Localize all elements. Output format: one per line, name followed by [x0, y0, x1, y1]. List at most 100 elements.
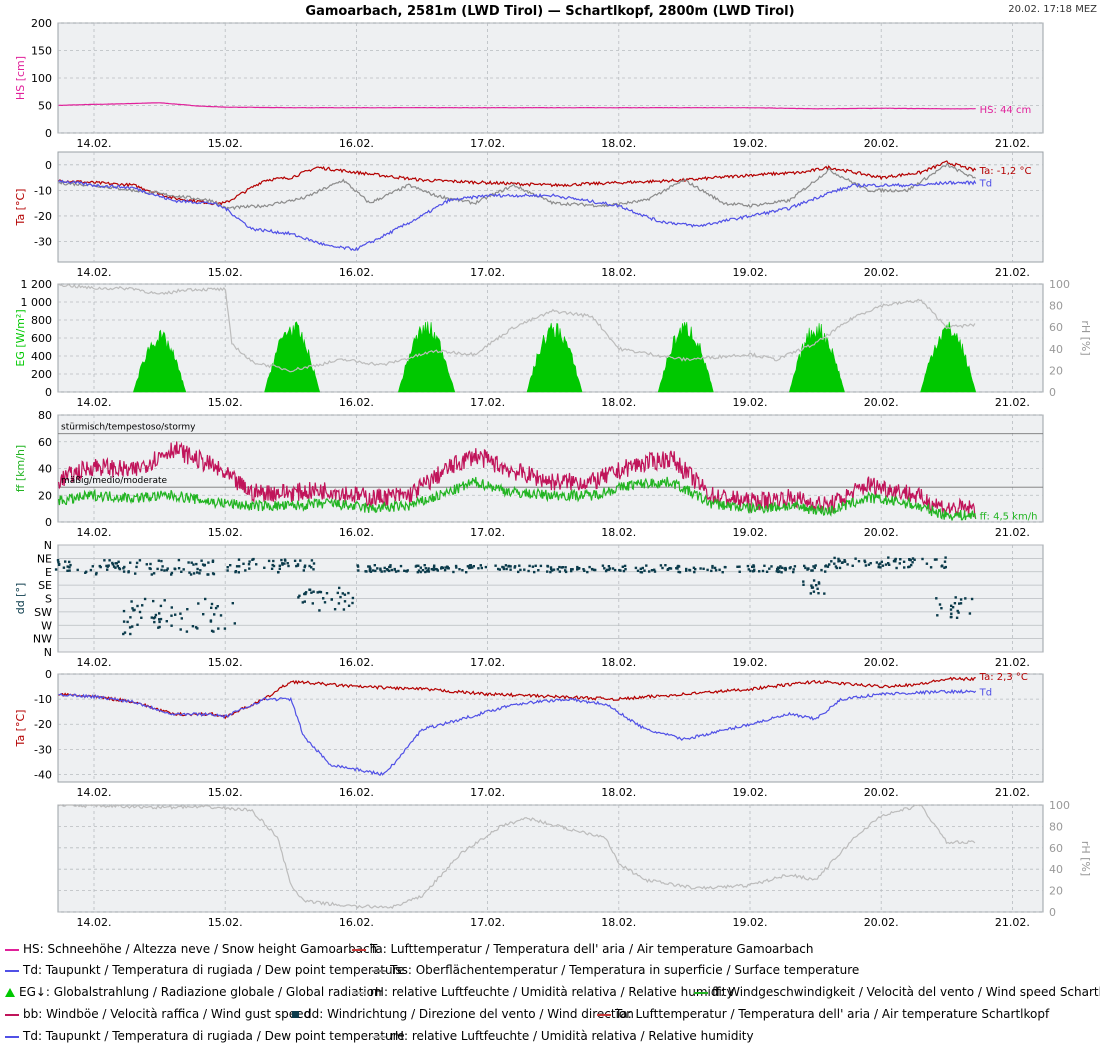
wind-dir-point: [736, 565, 739, 568]
wind-dir-point: [310, 559, 314, 562]
wind-dir-point: [639, 570, 642, 574]
wind-dir-point: [270, 567, 274, 570]
wind-dir-point: [427, 567, 430, 570]
legend-item: bb: Windböe / Velocità raffica / Wind gu…: [5, 1007, 311, 1021]
wind-dir-point: [607, 568, 611, 571]
wind-dir-point: [688, 569, 692, 572]
x-tick-label: 15.02.: [208, 266, 243, 279]
wind-dir-point: [639, 567, 642, 570]
wind-dir-point: [170, 571, 174, 575]
wind-dir-point: [165, 620, 168, 623]
wind-dir-point: [149, 562, 152, 566]
wind-dir-point: [159, 604, 163, 608]
x-tick-label: 18.02.: [601, 916, 636, 929]
y-right-tick-label: 0: [1049, 386, 1056, 399]
legend-line-icon: [352, 948, 366, 951]
wind-dir-point: [895, 566, 898, 570]
wind-dir-point: [549, 566, 553, 569]
wind-dir-point: [440, 567, 443, 570]
wind-dir-point: [235, 565, 239, 568]
chart-canvas: Gamoarbach, 2581m (LWD Tirol) — Schartlk…: [14, 4, 1097, 929]
y-tick-label: -10: [34, 693, 52, 706]
wind-dir-point: [68, 560, 71, 564]
y-tick-label: -20: [34, 210, 52, 223]
wind-dir-point: [108, 559, 111, 562]
wind-dir-point: [150, 616, 153, 619]
wind-dir-point: [833, 556, 836, 560]
wind-dir-point: [373, 564, 376, 567]
wind-dir-point: [160, 559, 163, 563]
x-tick-label: 19.02.: [733, 916, 768, 929]
wind-dir-point: [170, 624, 173, 627]
wind-dir-point: [414, 565, 418, 568]
wind-dir-point: [347, 591, 350, 595]
wind-dir-point: [550, 568, 553, 571]
legend-line-icon: [5, 1013, 19, 1016]
wind-dir-point: [323, 601, 327, 604]
y-tick-label: N: [44, 646, 52, 659]
wind-dir-point: [758, 570, 761, 573]
wind-dir-point: [471, 566, 474, 569]
wind-dir-point: [776, 567, 780, 570]
wind-dir-point: [935, 597, 938, 600]
wind-dir-point: [160, 568, 163, 572]
wind-dir-point: [619, 569, 622, 572]
wind-dir-point: [103, 559, 106, 562]
wind-dir-point: [278, 567, 281, 570]
wind-dir-point: [213, 613, 216, 616]
wind-dir-point: [659, 564, 663, 567]
y-right-tick-label: 60: [1049, 842, 1063, 855]
wind-dir-point: [564, 566, 567, 569]
wind-dir-point: [692, 566, 696, 569]
y-right-tick-label: 40: [1049, 343, 1063, 356]
panel-dd: [54, 544, 1044, 653]
legend-line-icon: [5, 969, 19, 972]
wind-dir-point: [91, 565, 94, 568]
wind-dir-point: [887, 562, 890, 565]
wind-dir-point: [964, 597, 967, 600]
y-tick-label: S: [45, 593, 52, 606]
wind-dir-point: [802, 583, 805, 586]
wind-dir-point: [338, 586, 341, 590]
x-tick-label: 21.02.: [995, 656, 1030, 669]
wind-dir-point: [419, 570, 422, 574]
wind-dir-point: [138, 559, 142, 562]
end-label-ta: Ta: -1,2 °C: [979, 166, 1032, 177]
x-tick-label: 14.02.: [77, 916, 112, 929]
x-tick-label: 14.02.: [77, 526, 112, 539]
wind-dir-point: [752, 564, 755, 567]
wind-dir-point: [190, 561, 193, 564]
wind-dir-point: [968, 612, 972, 615]
x-tick-label: 16.02.: [339, 656, 374, 669]
wind-dir-point: [591, 568, 594, 571]
wind-dir-point: [368, 568, 372, 571]
wind-dir-point: [929, 566, 933, 569]
wind-dir-point: [376, 567, 379, 570]
wind-dir-point: [123, 631, 127, 634]
wind-dir-point: [956, 609, 959, 613]
wind-dir-point: [921, 557, 924, 561]
wind-dir-point: [277, 570, 280, 574]
panel-frame: [57, 673, 1044, 783]
wind-dir-point: [711, 566, 714, 569]
wind-dir-point: [552, 568, 556, 571]
wind-dir-point: [558, 570, 561, 573]
wind-dir-point: [281, 563, 284, 566]
wind-dir-point: [397, 569, 400, 573]
wind-dir-point: [441, 566, 445, 569]
wind-dir-point: [330, 598, 333, 601]
wind-dir-point: [163, 569, 166, 572]
wind-dir-point: [343, 600, 347, 603]
wind-dir-point: [158, 618, 161, 621]
chart-title: Gamoarbach, 2581m (LWD Tirol) — Schartlk…: [305, 4, 794, 19]
y-right-tick-label: 100: [1049, 278, 1070, 291]
wind-dir-point: [343, 593, 347, 596]
legend-label: rH: relative Luftfeuchte / Umidità relat…: [390, 1029, 754, 1043]
wind-dir-point: [187, 561, 190, 564]
wind-dir-point: [116, 565, 119, 568]
wind-dir-point: [913, 558, 916, 561]
wind-dir-point: [166, 567, 169, 570]
wind-dir-point: [793, 565, 797, 568]
wind-dir-point: [875, 561, 879, 564]
